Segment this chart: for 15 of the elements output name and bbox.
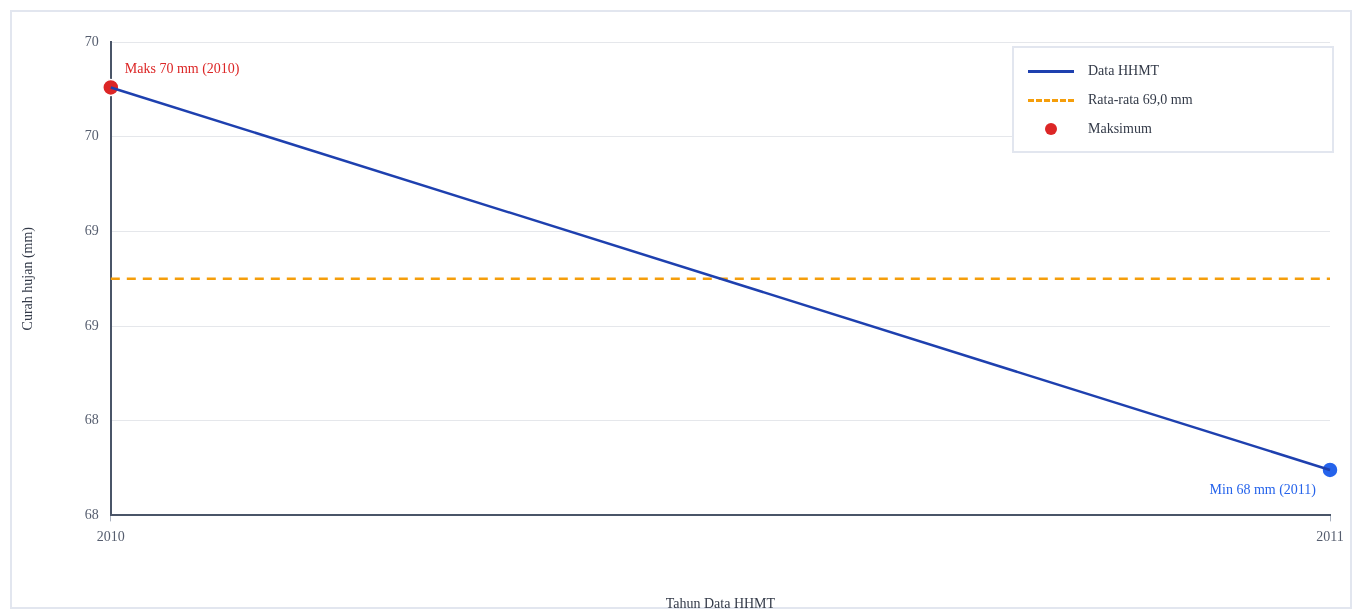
y-tick-label: 69 — [84, 223, 99, 239]
y-tick-label: 70 — [84, 128, 99, 144]
y-axis-title: Curah hujan (mm) — [20, 226, 37, 331]
y-tick-label: 70 — [84, 33, 99, 49]
annotation: Min 68 mm (2011) — [1209, 481, 1317, 498]
legend-label: Data HHMT — [1088, 62, 1161, 79]
x-tick-label: 2011 — [1316, 529, 1344, 545]
y-tick-label: 68 — [84, 507, 99, 523]
y-tick-label: 69 — [84, 317, 99, 333]
x-axis-title: Tahun Data HHMT — [665, 596, 776, 612]
y-tick-label: 68 — [84, 412, 99, 428]
legend-label: Maksimum — [1088, 120, 1153, 137]
legend-label: Rata-rata 69,0 mm — [1088, 91, 1194, 108]
annotation: Maks 70 mm (2010) — [124, 61, 240, 78]
x-tick-label: 2010 — [96, 529, 125, 545]
